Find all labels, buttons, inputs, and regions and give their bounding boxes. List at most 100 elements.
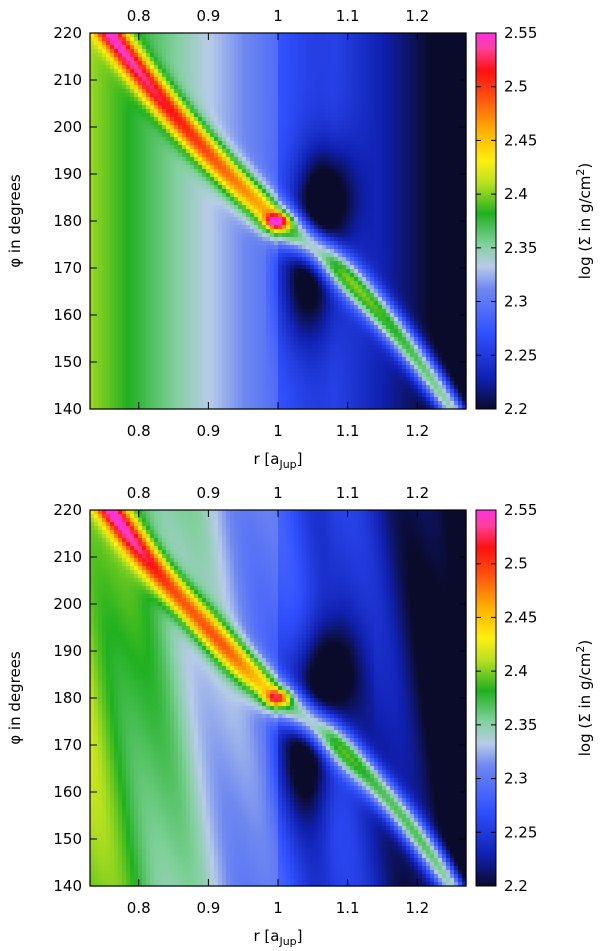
heatmap-cell xyxy=(114,65,119,70)
heatmap-cell xyxy=(182,385,187,390)
heatmap-cell xyxy=(258,73,263,78)
heatmap-cell xyxy=(130,221,135,226)
heatmap-cell xyxy=(118,221,123,226)
heatmap-cell xyxy=(206,181,211,186)
heatmap-cell xyxy=(294,93,299,98)
heatmap-cell xyxy=(158,393,163,398)
heatmap-cell xyxy=(282,385,287,390)
heatmap-cell xyxy=(242,49,247,54)
heatmap-cell xyxy=(218,105,223,110)
heatmap-cell xyxy=(186,189,191,194)
heatmap-cell xyxy=(274,257,279,262)
heatmap-cell xyxy=(94,77,99,82)
heatmap-cell xyxy=(106,373,111,378)
heatmap-cell xyxy=(238,193,243,198)
heatmap-cell xyxy=(138,89,143,94)
heatmap-cell xyxy=(278,165,283,170)
heatmap-cell xyxy=(298,401,303,406)
heatmap-cell xyxy=(250,105,255,110)
heatmap-cell xyxy=(122,377,127,382)
heatmap-cell xyxy=(186,289,191,294)
heatmap-cell xyxy=(94,253,99,258)
heatmap-cell xyxy=(190,109,195,114)
heatmap-cell xyxy=(202,333,207,338)
heatmap-cell xyxy=(218,333,223,338)
heatmap-cell xyxy=(170,109,175,114)
heatmap-cell xyxy=(194,225,199,230)
heatmap-cell xyxy=(238,133,243,138)
heatmap-cell xyxy=(170,81,175,86)
heatmap-cell xyxy=(142,85,147,90)
heatmap-cell xyxy=(290,37,295,42)
heatmap-cell xyxy=(94,157,99,162)
heatmap-cell xyxy=(150,45,155,50)
heatmap-cell xyxy=(102,313,107,318)
heatmap-cell xyxy=(142,109,147,114)
heatmap-cell xyxy=(270,337,275,342)
heatmap-cell xyxy=(262,189,267,194)
heatmap-cell xyxy=(118,293,123,298)
heatmap-cell xyxy=(218,169,223,174)
heatmap-cell xyxy=(242,145,247,150)
heatmap-cell xyxy=(210,193,215,198)
heatmap-cell xyxy=(106,177,111,182)
heatmap-cell xyxy=(282,357,287,362)
heatmap-cell xyxy=(286,213,291,218)
heatmap-cell xyxy=(210,281,215,286)
heatmap-cell xyxy=(270,77,275,82)
heatmap-cell xyxy=(198,197,203,202)
heatmap-cell xyxy=(134,269,139,274)
heatmap-cell xyxy=(138,389,143,394)
heatmap-cell xyxy=(258,197,263,202)
heatmap-cell xyxy=(206,69,211,74)
heatmap-cell xyxy=(114,225,119,230)
heatmap-cell xyxy=(162,181,167,186)
heatmap-cell xyxy=(186,349,191,354)
heatmap-cell xyxy=(254,389,259,394)
heatmap-cell xyxy=(130,325,135,330)
heatmap-cell xyxy=(226,261,231,266)
heatmap-cell xyxy=(186,377,191,382)
heatmap-cell xyxy=(146,401,151,406)
heatmap-cell xyxy=(298,257,303,262)
heatmap-cell xyxy=(214,181,219,186)
heatmap-cell xyxy=(290,93,295,98)
heatmap-cell xyxy=(230,201,235,206)
heatmap-cell xyxy=(202,325,207,330)
heatmap-cell xyxy=(138,317,143,322)
heatmap-cell xyxy=(154,181,159,186)
heatmap-cell xyxy=(246,229,251,234)
heatmap-cell xyxy=(130,189,135,194)
heatmap-cell xyxy=(174,161,179,166)
heatmap-cell xyxy=(138,137,143,142)
heatmap-cell xyxy=(190,129,195,134)
heatmap-cell xyxy=(270,245,275,250)
heatmap-cell xyxy=(218,49,223,54)
heatmap-cell xyxy=(170,177,175,182)
heatmap-cell xyxy=(118,229,123,234)
heatmap-cell xyxy=(194,217,199,222)
heatmap-cell xyxy=(138,81,143,86)
heatmap-cell xyxy=(250,381,255,386)
heatmap-cell xyxy=(282,185,287,190)
heatmap-cell xyxy=(194,397,199,402)
heatmap-cell xyxy=(254,53,259,58)
heatmap-cell xyxy=(126,249,131,254)
heatmap-cell xyxy=(182,305,187,310)
heatmap-cell xyxy=(174,61,179,66)
heatmap-cell xyxy=(210,169,215,174)
heatmap-cell xyxy=(278,49,283,54)
heatmap-cell xyxy=(246,93,251,98)
heatmap-cell xyxy=(194,289,199,294)
heatmap-cell xyxy=(110,389,115,394)
heatmap-cell xyxy=(206,105,211,110)
heatmap-cell xyxy=(230,261,235,266)
heatmap-cell xyxy=(246,193,251,198)
heatmap-cell xyxy=(222,53,227,58)
heatmap-cell xyxy=(154,69,159,74)
heatmap-cell xyxy=(286,177,291,182)
heatmap-cell xyxy=(206,201,211,206)
heatmap-cell xyxy=(114,249,119,254)
heatmap-cell xyxy=(94,209,99,214)
heatmap-cell xyxy=(206,317,211,322)
